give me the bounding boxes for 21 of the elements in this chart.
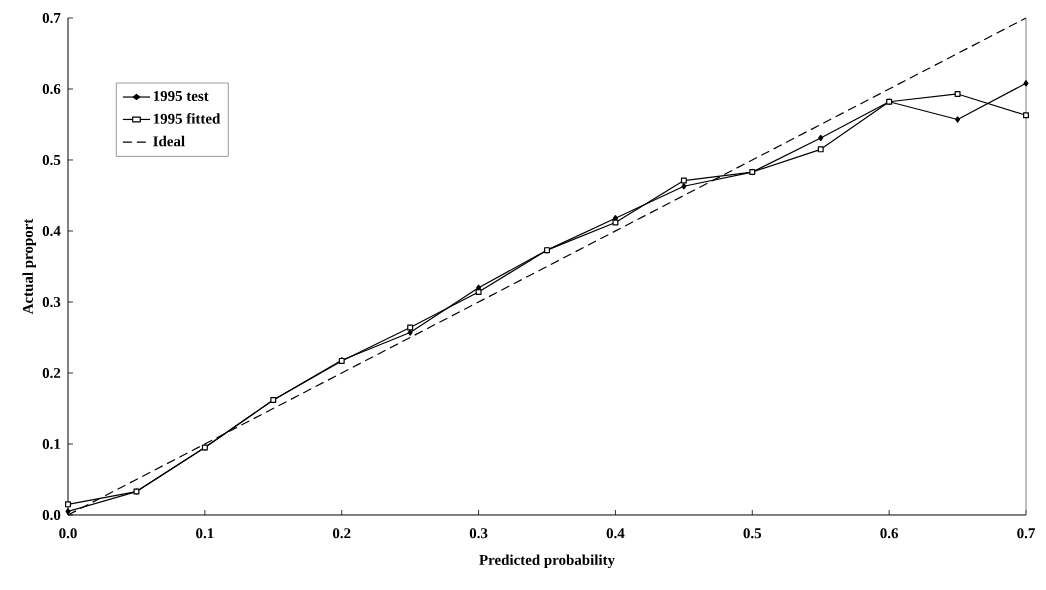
x-axis-title: Predicted probability	[479, 554, 615, 569]
y-tick-label: 0.4	[42, 225, 61, 237]
x-tick-label: 0.2	[332, 528, 351, 539]
y-tick-label: 0.0	[42, 509, 61, 521]
x-tick-label: 0.6	[880, 528, 899, 539]
x-tick-label: 0.1	[196, 528, 214, 539]
y-tick-label: 0.3	[42, 296, 61, 308]
x-tick-label: 0.7	[1017, 528, 1035, 539]
x-tick-label: 0.5	[743, 528, 762, 539]
legend-label: Ideal	[153, 135, 185, 147]
x-tick-label: 0.3	[469, 528, 488, 539]
x-tick-label: 0.0	[59, 528, 77, 539]
y-tick-label: 0.1	[42, 438, 61, 450]
y-tick-label: 0.6	[42, 83, 61, 95]
x-tick-label: 0.4	[606, 528, 625, 539]
y-tick-label: 0.2	[42, 367, 61, 379]
legend-label: 1995 fitted	[153, 113, 221, 124]
y-axis-title: Actual proport	[22, 218, 36, 315]
y-tick-label: 0.5	[42, 154, 61, 166]
y-tick-label: 0.7	[42, 12, 61, 24]
legend-label: 1995 test	[153, 90, 209, 101]
